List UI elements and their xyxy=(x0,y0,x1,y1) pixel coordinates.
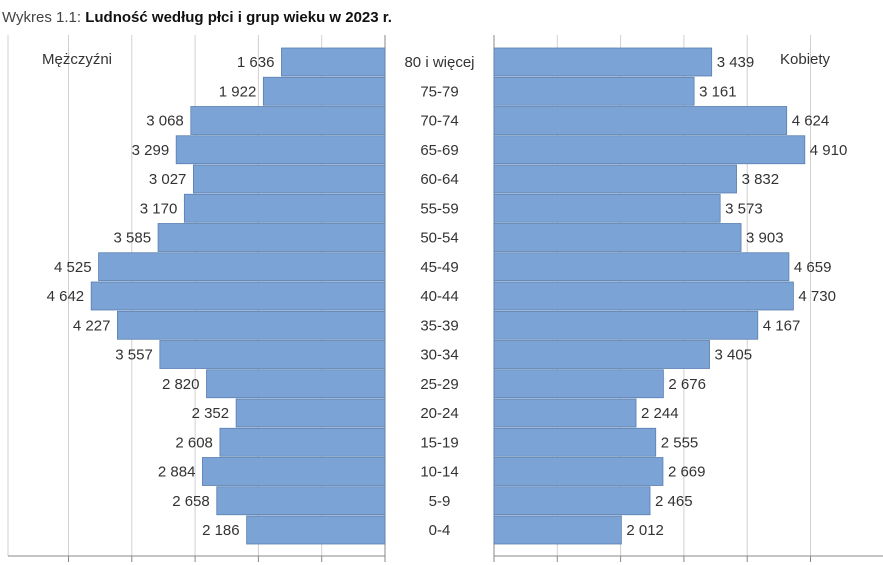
category-label: 50-54 xyxy=(420,230,458,247)
bar-men xyxy=(219,427,386,457)
data-label-men: 4 227 xyxy=(73,317,111,334)
bar-men xyxy=(98,252,386,282)
bar-women xyxy=(493,47,713,77)
bar-women xyxy=(493,340,710,369)
data-label-women: 4 910 xyxy=(810,142,848,159)
bar-women xyxy=(493,106,788,135)
category-label: 5-9 xyxy=(429,493,451,510)
category-label: 25-29 xyxy=(420,376,458,393)
bar-men xyxy=(216,486,386,516)
data-label-women: 3 903 xyxy=(746,230,784,247)
data-label-women: 3 405 xyxy=(715,347,753,364)
bar-women xyxy=(493,193,721,223)
bar-women xyxy=(493,427,657,457)
data-label-men: 1 922 xyxy=(219,83,257,100)
series-label-men: Mężczyźni xyxy=(42,51,112,68)
data-label-women: 2 555 xyxy=(661,434,699,451)
category-label: 35-39 xyxy=(420,317,458,334)
data-label-men: 2 352 xyxy=(192,405,230,422)
data-label-men: 4 642 xyxy=(47,288,85,305)
data-label-men: 3 557 xyxy=(115,347,153,364)
chart-title-main: Ludność według płci i grup wieku w 2023 … xyxy=(85,9,392,26)
bar-men xyxy=(246,515,386,545)
data-label-women: 3 573 xyxy=(725,200,763,217)
data-label-women: 3 439 xyxy=(717,54,755,71)
bar-men xyxy=(159,340,386,369)
data-label-men: 2 658 xyxy=(172,493,210,510)
data-label-women: 2 012 xyxy=(626,522,664,539)
chart-title-prefix: Wykres 1.1: xyxy=(2,9,82,26)
bar-men xyxy=(262,76,386,106)
bar-men xyxy=(206,369,386,399)
series-label-women: Kobiety xyxy=(780,51,831,68)
bar-women xyxy=(493,398,637,428)
data-label-women: 4 659 xyxy=(794,259,832,276)
bar-men xyxy=(183,193,386,223)
data-label-men: 2 186 xyxy=(202,522,240,539)
bar-men xyxy=(192,164,386,194)
category-label: 55-59 xyxy=(420,200,458,217)
chart-title: Wykres 1.1: Ludność według płci i grup w… xyxy=(2,9,392,26)
bar-men xyxy=(175,135,386,165)
data-label-men: 3 027 xyxy=(149,171,187,188)
category-label: 10-14 xyxy=(420,464,458,481)
data-label-women: 4 167 xyxy=(763,317,801,334)
data-label-women: 2 244 xyxy=(641,405,679,422)
data-label-men: 2 884 xyxy=(158,464,196,481)
bar-women xyxy=(493,457,664,486)
data-label-men: 2 608 xyxy=(175,434,213,451)
bar-women xyxy=(493,76,695,106)
category-label: 80 i więcej xyxy=(404,54,474,71)
category-label: 60-64 xyxy=(420,171,458,188)
category-label: 70-74 xyxy=(420,113,458,130)
bar-men xyxy=(281,47,386,77)
bar-men xyxy=(235,398,386,428)
bar-women xyxy=(493,223,742,252)
bar-women xyxy=(493,164,737,194)
data-label-women: 4 730 xyxy=(798,288,836,305)
bar-men xyxy=(90,281,386,311)
bar-men xyxy=(202,457,386,486)
category-label: 15-19 xyxy=(420,434,458,451)
bars: 1 636 3 439 80 i więcej 1 922 3 161 75-79 3 06… xyxy=(47,47,848,545)
data-label-women: 2 465 xyxy=(655,493,693,510)
bar-women xyxy=(493,310,759,340)
bar-women xyxy=(493,369,664,399)
bar-women xyxy=(493,135,806,165)
bar-women xyxy=(493,515,622,545)
data-label-men: 3 170 xyxy=(140,200,178,217)
data-label-men: 2 820 xyxy=(162,376,200,393)
data-label-women: 2 676 xyxy=(668,376,706,393)
data-label-men: 3 585 xyxy=(114,230,152,247)
bar-men xyxy=(117,310,386,340)
data-label-men: 3 299 xyxy=(132,142,170,159)
data-label-women: 3 832 xyxy=(742,171,780,188)
bar-men xyxy=(190,106,386,135)
data-label-men: 1 636 xyxy=(237,54,275,71)
category-label: 20-24 xyxy=(420,405,458,422)
data-label-women: 2 669 xyxy=(668,464,706,481)
bar-women xyxy=(493,281,794,311)
data-label-men: 4 525 xyxy=(54,259,92,276)
bar-women xyxy=(493,486,651,516)
category-label: 30-34 xyxy=(420,347,458,364)
bar-men xyxy=(157,223,386,252)
category-label: 0-4 xyxy=(429,522,451,539)
category-label: 65-69 xyxy=(420,142,458,159)
data-label-women: 3 161 xyxy=(699,83,737,100)
category-label: 75-79 xyxy=(420,83,458,100)
category-label: 45-49 xyxy=(420,259,458,276)
category-label: 40-44 xyxy=(420,288,458,305)
data-label-men: 3 068 xyxy=(146,113,184,130)
data-label-women: 4 624 xyxy=(792,113,830,130)
bar-women xyxy=(493,252,790,282)
